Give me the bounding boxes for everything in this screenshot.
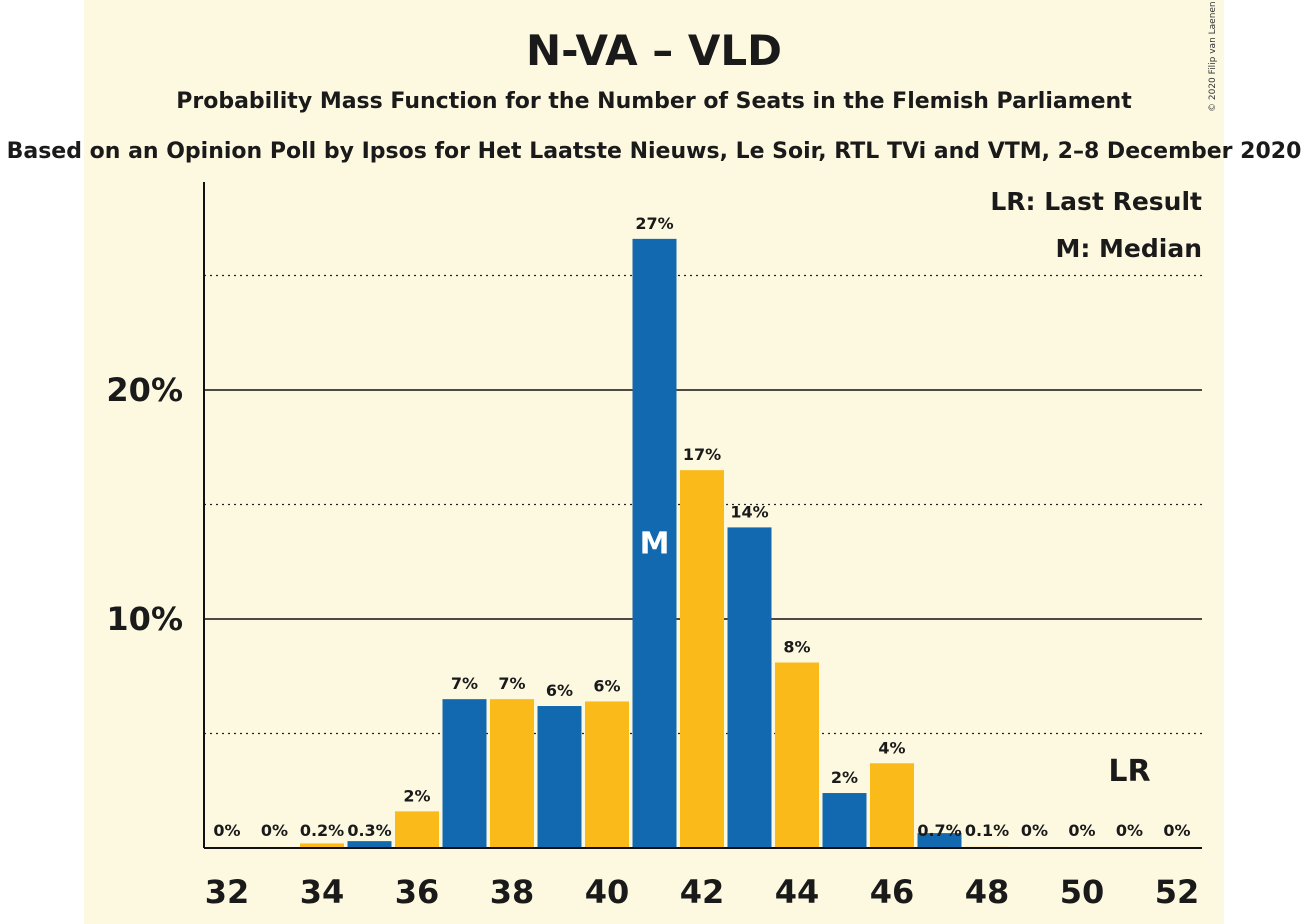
data-label-seat-46: 4% [878, 738, 905, 757]
bar-seat-35 [347, 841, 392, 848]
bar-seat-44 [775, 662, 819, 848]
data-label-seat-35: 0.3% [347, 821, 391, 840]
data-label-seat-33: 0% [261, 821, 288, 840]
bar-seat-36 [395, 811, 439, 848]
x-tick-label: 34 [300, 873, 345, 911]
x-tick-label: 36 [395, 873, 440, 911]
data-label-seat-36: 2% [403, 786, 430, 805]
y-tick-label: 10% [106, 600, 183, 638]
data-label-seat-32: 0% [213, 821, 240, 840]
bar-seat-39 [537, 706, 582, 848]
legend-median: M: Median [1055, 234, 1202, 263]
data-label-seat-34: 0.2% [300, 821, 344, 840]
x-tick-label: 44 [775, 873, 820, 911]
bar-seat-37 [442, 699, 487, 848]
y-tick-label: 20% [106, 371, 183, 409]
bar-seat-45 [822, 793, 867, 848]
data-label-seat-42: 17% [683, 445, 721, 464]
data-label-seat-50: 0% [1068, 821, 1095, 840]
data-label-seat-40: 6% [593, 676, 620, 695]
median-marker: M [640, 526, 670, 561]
bar-seat-42 [680, 470, 724, 848]
data-label-seat-41: 27% [635, 214, 673, 233]
x-tick-label: 52 [1155, 873, 1200, 911]
x-tick-label: 42 [680, 873, 725, 911]
data-label-seat-48: 0.1% [965, 821, 1009, 840]
x-tick-label: 50 [1060, 873, 1105, 911]
data-label-seat-38: 7% [498, 674, 525, 693]
bar-seat-34 [300, 843, 344, 848]
last-result-marker: LR [1108, 754, 1150, 789]
chart-subtitle: Probability Mass Function for the Number… [176, 89, 1132, 114]
x-tick-label: 40 [585, 873, 630, 911]
data-label-seat-51: 0% [1116, 821, 1143, 840]
data-label-seat-39: 6% [546, 681, 573, 700]
chart-source: Based on an Opinion Poll by Ipsos for He… [6, 139, 1302, 164]
bar-seat-38 [490, 699, 534, 848]
x-tick-label: 32 [205, 873, 250, 911]
data-label-seat-49: 0% [1021, 821, 1048, 840]
bar-seat-40 [585, 701, 629, 848]
chart-title: N-VA – VLD [525, 26, 783, 75]
data-label-seat-43: 14% [730, 502, 768, 521]
data-label-seat-47: 0.7% [917, 821, 961, 840]
x-tick-label: 46 [870, 873, 915, 911]
bar-seat-41 [632, 238, 677, 849]
data-label-seat-52: 0% [1163, 821, 1190, 840]
data-label-seat-45: 2% [831, 768, 858, 787]
data-label-seat-44: 8% [783, 638, 810, 657]
x-tick-label: 48 [965, 873, 1010, 911]
bar-seat-46 [870, 763, 914, 848]
x-tick-label: 38 [490, 873, 535, 911]
data-label-seat-37: 7% [451, 674, 478, 693]
bar-seat-47 [917, 833, 962, 848]
legend-last-result: LR: Last Result [990, 187, 1202, 216]
bar-seat-43 [727, 527, 772, 848]
